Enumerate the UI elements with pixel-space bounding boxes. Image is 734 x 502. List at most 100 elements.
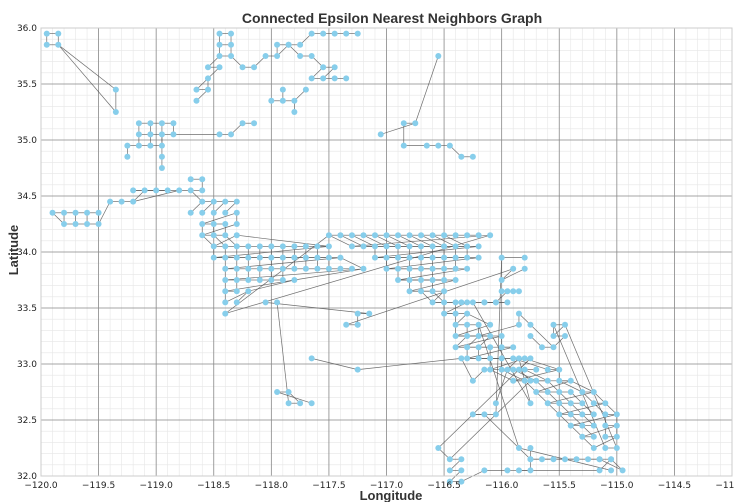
graph-edge bbox=[530, 324, 554, 348]
graph-node bbox=[441, 265, 448, 272]
graph-node bbox=[360, 265, 367, 272]
graph-edge bbox=[564, 324, 618, 449]
graph-node bbox=[49, 209, 56, 216]
graph-node bbox=[441, 288, 448, 295]
graph-node bbox=[228, 53, 235, 59]
graph-node bbox=[274, 299, 281, 306]
y-tick-label: 33.0 bbox=[17, 360, 37, 370]
graph-node bbox=[222, 209, 229, 216]
graph-node bbox=[498, 344, 505, 351]
graph-edge bbox=[466, 313, 491, 326]
graph-node bbox=[124, 142, 131, 149]
graph-node bbox=[337, 232, 344, 239]
graph-edge bbox=[547, 391, 594, 404]
graph-node bbox=[210, 243, 217, 250]
graph-edge bbox=[461, 358, 474, 381]
graph-node bbox=[302, 254, 309, 261]
graph-node bbox=[400, 142, 407, 149]
graph-node bbox=[579, 400, 586, 407]
graph-edge bbox=[432, 234, 456, 247]
graph-edge bbox=[98, 201, 111, 225]
graph-node bbox=[504, 366, 511, 373]
graph-node bbox=[256, 277, 263, 283]
graph-node bbox=[613, 433, 620, 440]
graph-node bbox=[475, 344, 482, 351]
graph-node bbox=[590, 411, 597, 418]
graph-node bbox=[446, 142, 453, 149]
graph-node bbox=[544, 366, 551, 373]
y-tick-label: 33.5 bbox=[17, 304, 37, 314]
graph-edge bbox=[559, 402, 606, 415]
graph-node bbox=[602, 422, 609, 429]
graph-node bbox=[55, 30, 62, 37]
graph-node bbox=[360, 232, 367, 239]
graph-node bbox=[279, 243, 286, 250]
graph-node bbox=[233, 243, 240, 250]
graph-node bbox=[533, 377, 540, 384]
graph-node bbox=[147, 131, 154, 138]
graph-node bbox=[498, 333, 505, 339]
graph-node bbox=[406, 265, 413, 272]
graph-node bbox=[602, 445, 609, 451]
graph-node bbox=[429, 288, 436, 295]
graph-node bbox=[515, 310, 522, 317]
graph-node bbox=[245, 277, 252, 283]
graph-node bbox=[423, 142, 430, 149]
graph-node bbox=[158, 153, 165, 160]
x-tick-label: −119.5 bbox=[82, 481, 115, 491]
graph-node bbox=[475, 254, 482, 261]
graph-node bbox=[371, 254, 378, 261]
graph-node bbox=[222, 243, 229, 250]
graph-node bbox=[567, 422, 574, 429]
graph-node bbox=[43, 30, 50, 37]
graph-node bbox=[418, 243, 425, 250]
graph-edge bbox=[374, 234, 399, 247]
graph-node bbox=[233, 288, 240, 295]
graph-node bbox=[487, 344, 494, 351]
graph-edge bbox=[58, 44, 117, 90]
graph-node bbox=[452, 333, 459, 339]
graph-node bbox=[233, 198, 240, 205]
graph-node bbox=[164, 187, 171, 194]
graph-node bbox=[187, 187, 194, 194]
graph-edge bbox=[582, 425, 617, 438]
graph-node bbox=[325, 232, 332, 239]
graph-node bbox=[222, 310, 229, 317]
graph-node bbox=[504, 288, 511, 295]
graph-node bbox=[475, 232, 482, 239]
graph-node bbox=[590, 422, 597, 429]
graph-node bbox=[187, 176, 194, 183]
graph-node bbox=[222, 198, 229, 205]
graph-node bbox=[130, 187, 137, 194]
graph-node bbox=[469, 411, 476, 418]
graph-node bbox=[406, 232, 413, 239]
graph-edge bbox=[455, 335, 502, 348]
graph-node bbox=[515, 321, 522, 328]
graph-node bbox=[498, 254, 505, 261]
graph-node bbox=[602, 411, 609, 418]
graph-edge bbox=[58, 44, 117, 113]
graph-node bbox=[279, 277, 286, 283]
graph-node bbox=[590, 433, 597, 440]
graph-node bbox=[210, 232, 217, 239]
graph-node bbox=[441, 277, 448, 283]
graph-node bbox=[435, 142, 442, 149]
graph-node bbox=[354, 321, 361, 328]
graph-node bbox=[297, 53, 304, 59]
graph-node bbox=[562, 456, 569, 463]
graph-node bbox=[613, 411, 620, 418]
graph-node bbox=[504, 299, 511, 306]
graph-node bbox=[406, 254, 413, 261]
graph-node bbox=[475, 243, 482, 250]
graph-node bbox=[262, 53, 269, 59]
graph-node bbox=[418, 232, 425, 239]
graph-node bbox=[199, 176, 206, 183]
x-tick-label: −114.5 bbox=[658, 481, 691, 491]
graph-node bbox=[464, 310, 471, 317]
graph-node bbox=[291, 243, 298, 250]
graph-node bbox=[567, 389, 574, 395]
graph-node bbox=[354, 310, 361, 317]
graph-node bbox=[435, 53, 442, 59]
graph-node bbox=[222, 288, 229, 295]
graph-node bbox=[429, 299, 436, 306]
